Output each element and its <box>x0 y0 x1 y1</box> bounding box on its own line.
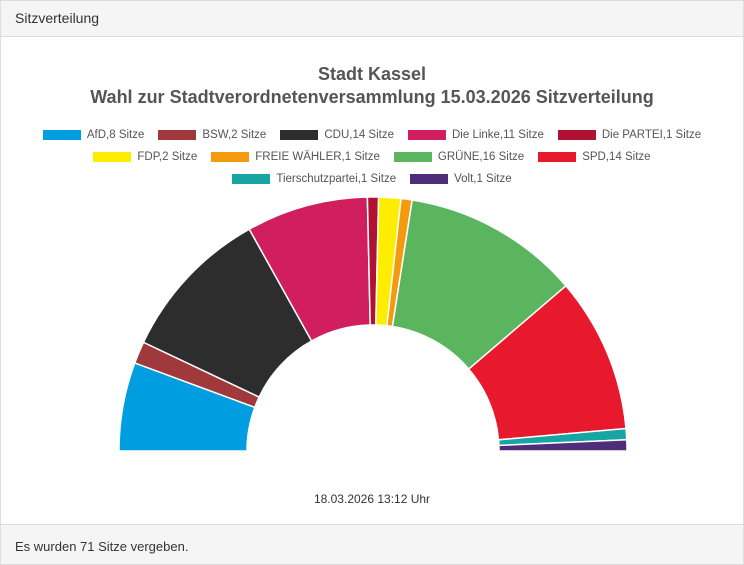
legend-item-1[interactable]: BSW,2 Sitze <box>158 129 266 141</box>
legend-label: Tierschutzpartei,1 Sitze <box>276 173 397 185</box>
chart-area: Stadt Kassel Wahl zur Stadtverordnetenve… <box>1 37 743 525</box>
legend-label: Volt,1 Sitze <box>454 173 512 185</box>
legend-item-9[interactable]: Tierschutzpartei,1 Sitze <box>232 173 396 185</box>
legend-row-3: Tierschutzpartei,1 Sitze Volt,1 Sitze <box>1 173 743 185</box>
legend-label: GRÜNE,16 Sitze <box>437 151 525 163</box>
legend-item-8[interactable]: SPD,14 Sitze <box>538 151 651 163</box>
legend-label: FREIE WÄHLER,1 Sitze <box>255 151 380 163</box>
legend-item-5[interactable]: FDP,2 Sitze <box>93 151 197 163</box>
legend-label: AfD,8 Sitze <box>86 129 145 141</box>
legend-label: Die PARTEI,1 Sitze <box>601 129 702 141</box>
legend-item-6[interactable]: FREIE WÄHLER,1 Sitze <box>211 151 380 163</box>
semicircle-seat-chart <box>118 196 628 452</box>
legend-item-4[interactable]: Die PARTEI,1 Sitze <box>557 129 702 141</box>
legend-swatch <box>410 174 449 184</box>
legend-swatch <box>408 130 446 140</box>
legend-swatch <box>557 130 596 140</box>
legend-item-0[interactable]: AfD,8 Sitze <box>42 129 145 141</box>
legend-label: BSW,2 Sitze <box>202 129 267 141</box>
legend-swatch <box>538 152 577 162</box>
legend-swatch <box>211 152 250 162</box>
panel-footer: Es wurden 71 Sitze vergeben. <box>1 524 743 564</box>
legend-label: Die Linke,11 Sitze <box>452 129 544 141</box>
legend-item-3[interactable]: Die Linke,11 Sitze <box>408 129 544 141</box>
legend-item-7[interactable]: GRÜNE,16 Sitze <box>393 151 525 163</box>
legend-swatch <box>280 130 319 140</box>
chart-timestamp: 18.03.2026 13:12 Uhr <box>313 492 431 506</box>
legend-swatch <box>42 130 81 140</box>
seat-slice-10[interactable] <box>498 438 628 452</box>
legend-row-1: AfD,8 Sitze BSW,2 Sitze CDU,14 Sitze Die Li… <box>1 129 743 141</box>
legend-swatch <box>93 152 132 162</box>
legend-swatch <box>232 174 271 184</box>
chart-title: Stadt Kassel <box>317 64 427 84</box>
legend-swatch <box>158 130 197 140</box>
panel-header: Sitzverteilung <box>1 1 743 37</box>
legend-swatch <box>393 152 432 162</box>
legend-item-2[interactable]: CDU,14 Sitze <box>280 129 394 141</box>
legend-item-10[interactable]: Volt,1 Sitze <box>410 173 512 185</box>
legend-label: CDU,14 Sitze <box>324 129 394 141</box>
legend-label: FDP,2 Sitze <box>137 151 198 163</box>
chart-subtitle: Wahl zur Stadtverordnetenversammlung 15.… <box>90 87 654 107</box>
legend-label: SPD,14 Sitze <box>582 151 651 163</box>
legend-row-2: FDP,2 Sitze FREIE WÄHLER,1 Sitze GRÜNE,16 … <box>1 151 743 163</box>
